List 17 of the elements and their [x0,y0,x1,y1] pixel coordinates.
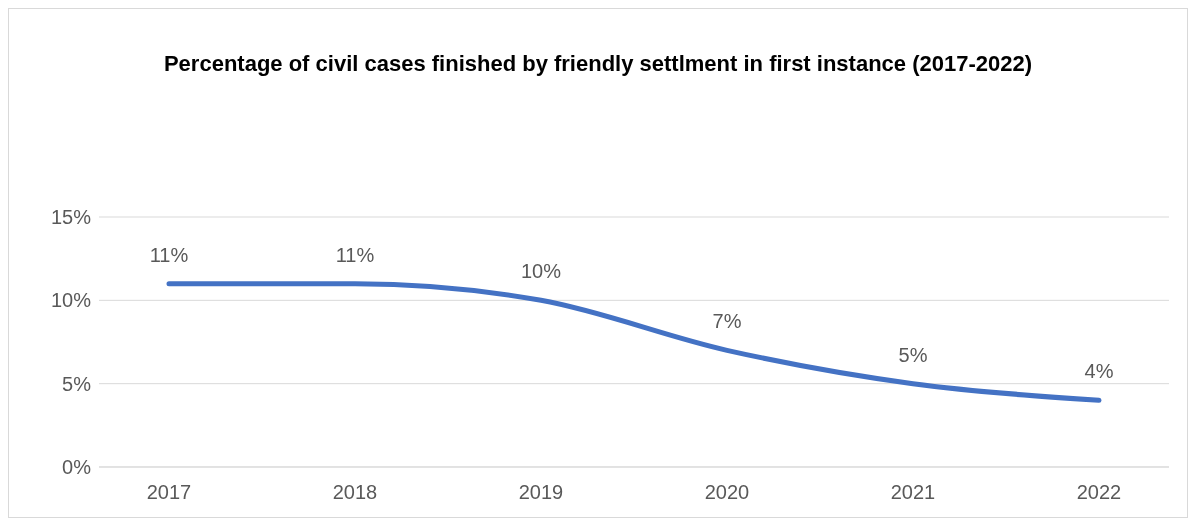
y-tick-label: 0% [62,456,92,479]
data-label: 5% [898,343,928,366]
x-tick-label: 2017 [146,481,192,504]
data-label: 4% [1084,360,1114,383]
x-tick-label: 2018 [332,481,378,504]
y-tick-label: 15% [50,206,92,229]
data-label: 11% [149,243,189,266]
x-tick-label: 2021 [890,481,936,504]
x-tick-label: 2020 [704,481,750,504]
x-tick-label: 2019 [518,481,564,504]
y-tick-label: 10% [50,289,92,312]
data-label: 10% [520,260,562,283]
data-label: 7% [712,310,742,333]
x-tick-label: 2022 [1076,481,1122,504]
chart-title: Percentage of civil cases finished by friendly settlment in first instance (2017-2022) [162,50,1034,78]
data-label: 11% [335,243,375,266]
y-tick-label: 5% [62,372,92,395]
